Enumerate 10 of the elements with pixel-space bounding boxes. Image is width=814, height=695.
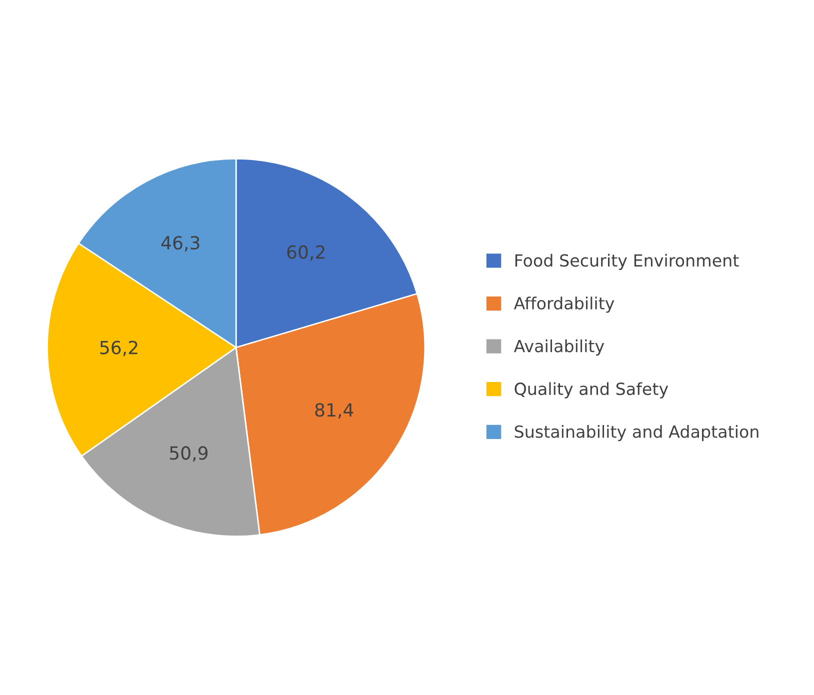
data-label: 46,3 [161,236,200,252]
legend-label: Affordability [514,296,614,313]
data-label: 56,2 [100,340,138,356]
data-label: 81,4 [315,403,354,419]
data-label: 50,9 [170,446,208,462]
data-label: 60,2 [287,245,324,261]
legend-label: Food Security Environment [515,254,739,270]
legend-label: Sustainability and Adaptation [514,425,758,442]
legend-label: Availability [514,339,604,356]
legend-label: Quality and Safety [514,382,668,398]
